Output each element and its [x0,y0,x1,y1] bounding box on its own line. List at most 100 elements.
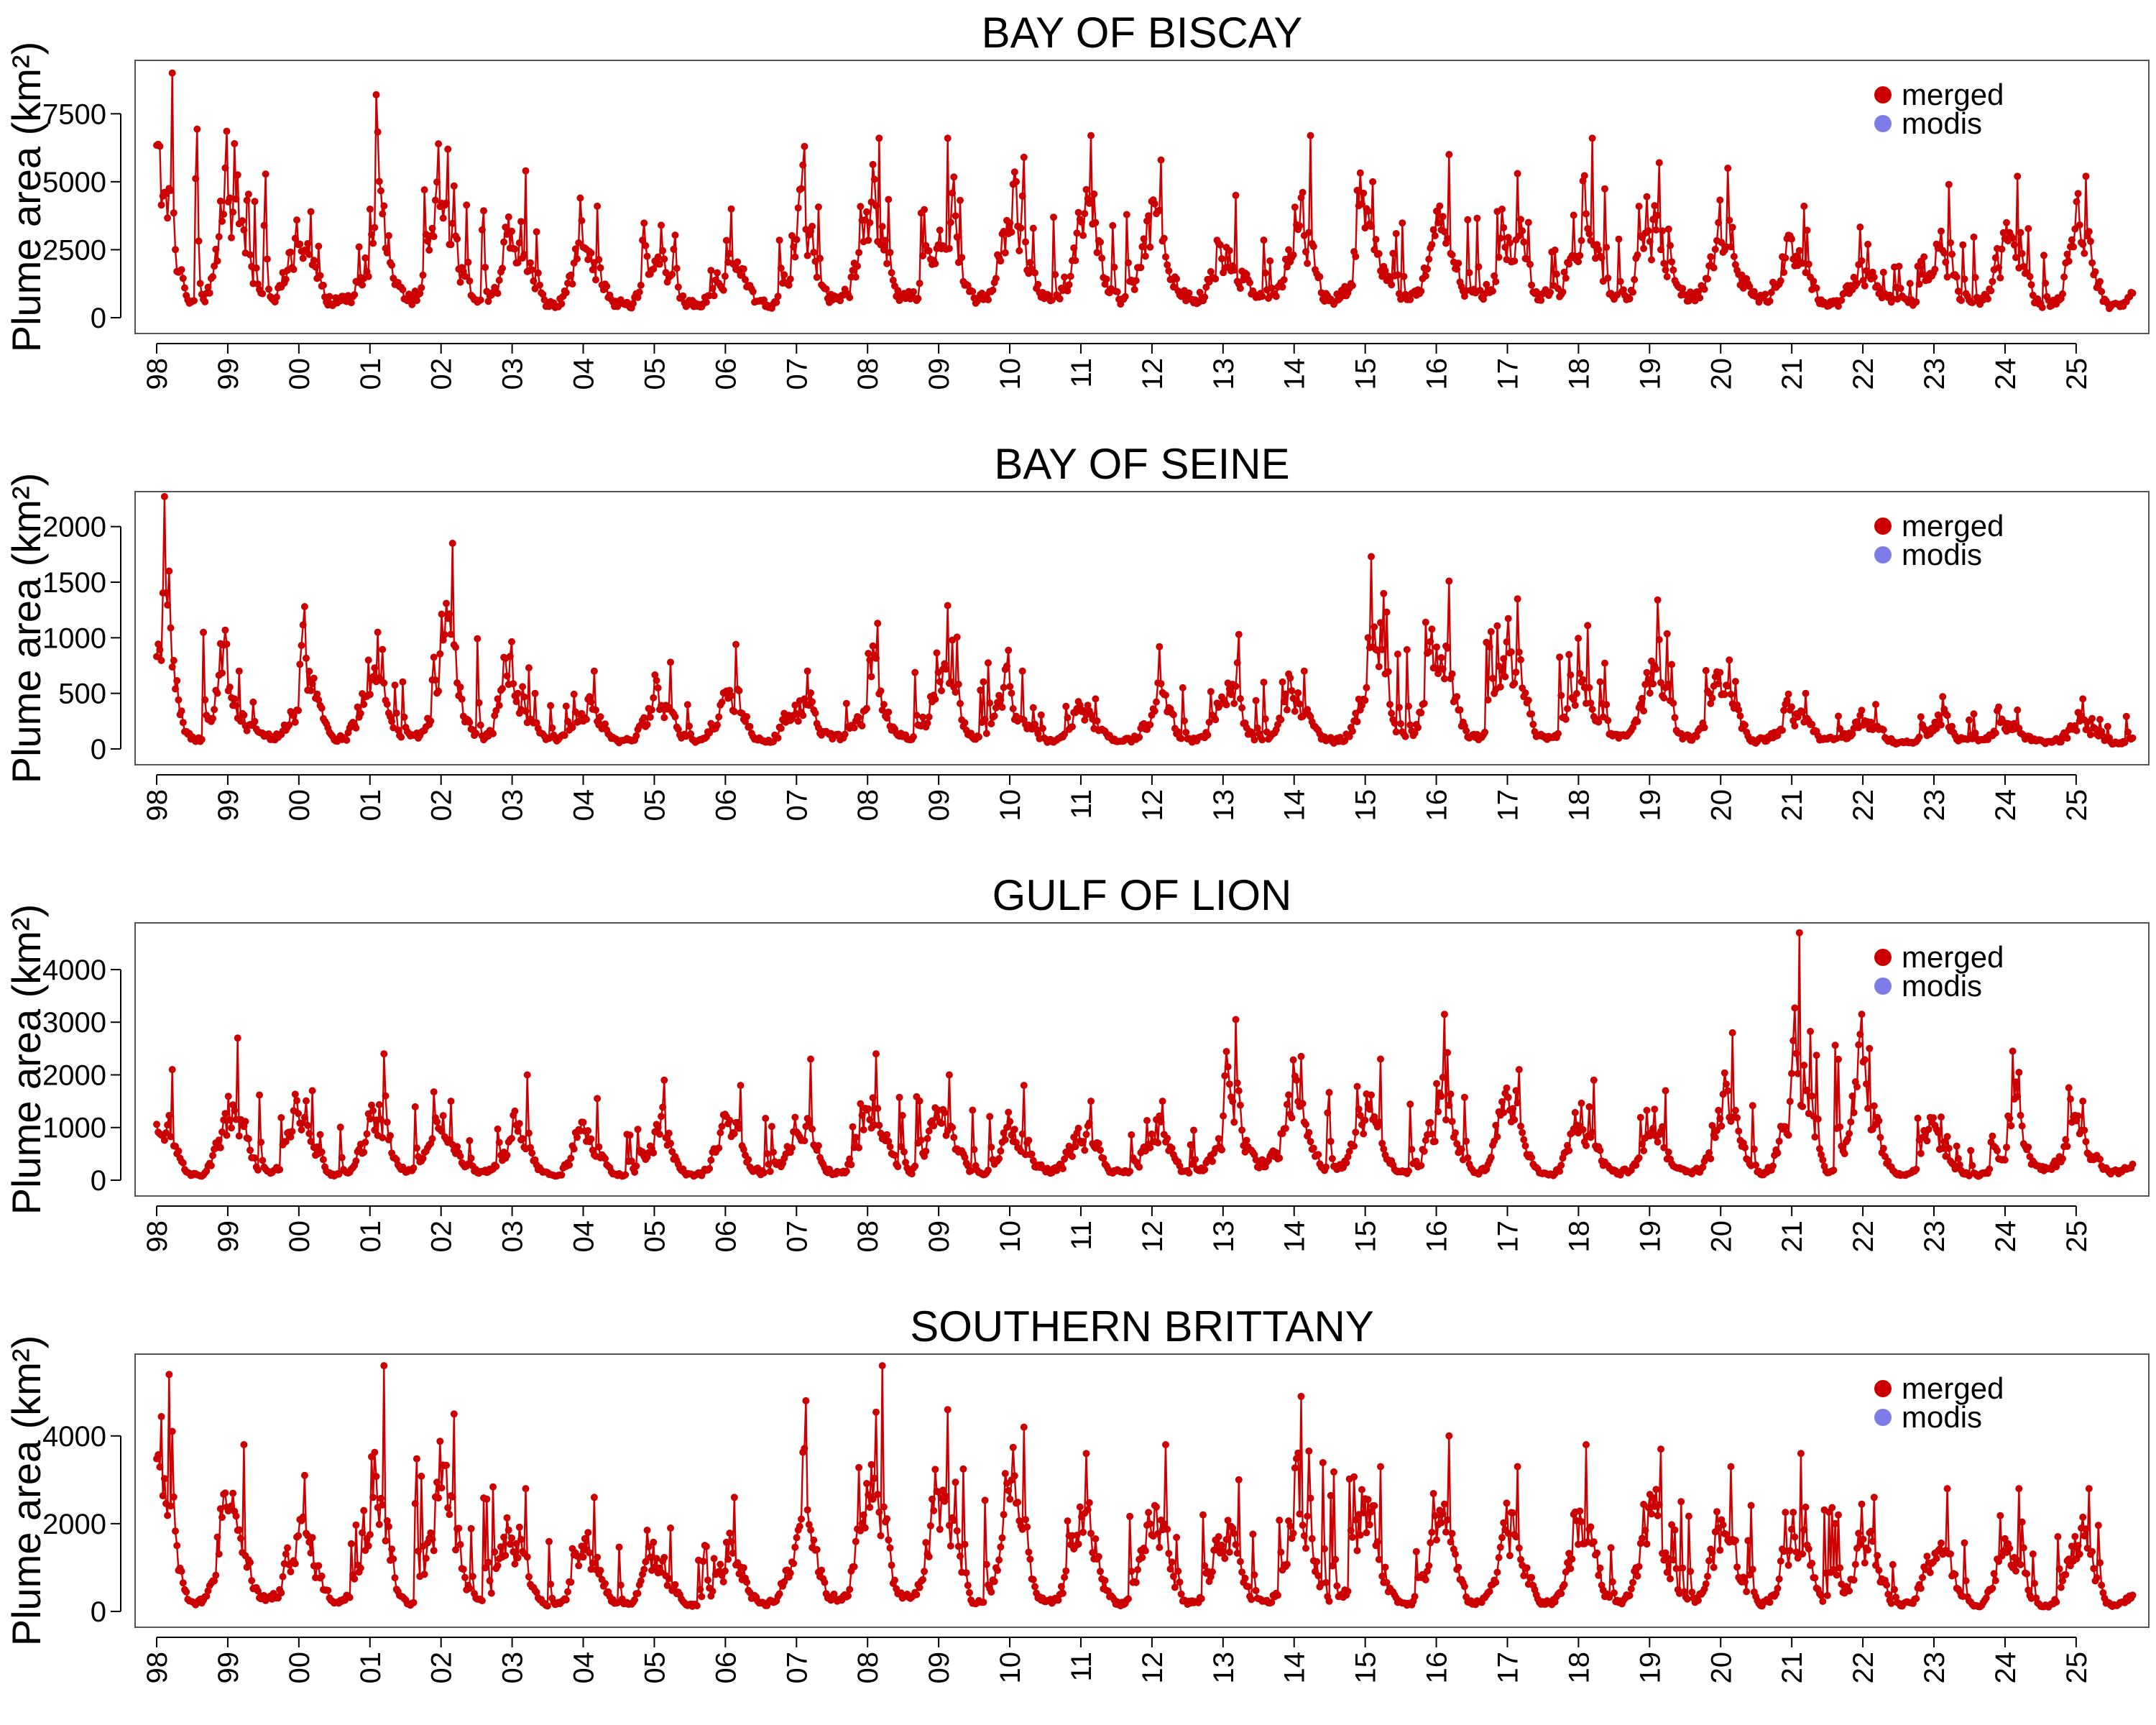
data-point-merged [698,1593,706,1601]
data-point-merged [167,1502,175,1510]
data-point-merged [1168,1144,1176,1152]
data-point-merged [954,681,962,688]
data-point-merged [749,288,757,295]
data-point-merged [602,1155,609,1162]
data-point-merged [495,702,503,709]
data-point-merged [310,257,318,264]
x-tick-label: 14 [1279,358,1311,390]
data-point-merged [699,1558,707,1565]
data-point-merged [1378,1573,1386,1580]
data-point-merged [1812,1052,1820,1059]
data-point-merged [1668,661,1676,668]
data-point-merged [981,715,989,723]
data-point-merged [1029,1156,1037,1164]
data-point-merged [291,234,299,242]
data-point-merged [1005,1108,1013,1116]
data-point-merged [165,1112,173,1119]
data-point-merged [742,276,749,284]
data-point-merged [392,709,400,717]
data-point-merged [1162,691,1169,699]
data-point-merged [2073,727,2081,735]
data-point-merged [514,1127,522,1135]
data-point-merged [1835,303,1842,310]
data-point-merged [354,703,361,711]
data-point-merged [1989,277,1996,285]
data-point-merged [388,717,396,725]
data-point-merged [1792,252,1800,260]
data-point-merged [1528,281,1536,289]
x-tick-label: 03 [497,789,529,822]
data-point-merged [248,1577,256,1585]
data-point-merged [1361,224,1369,232]
data-point-merged [1512,668,1520,676]
data-point-merged [1233,659,1241,667]
data-point-merged [240,711,248,719]
data-point-merged [231,695,239,703]
data-point-merged [418,284,425,292]
data-point-merged [1377,1463,1384,1471]
data-point-merged [2079,1098,2087,1105]
data-point-merged [794,204,802,212]
data-point-merged [1166,1565,1174,1573]
data-point-merged [1521,1142,1529,1150]
data-point-merged [486,1577,494,1585]
data-point-merged [247,1146,254,1154]
data-point-merged [774,293,782,300]
data-point-merged [307,208,315,216]
data-point-merged [1000,684,1008,691]
data-point-merged [709,1587,717,1595]
data-point-merged [156,646,164,653]
data-point-merged [1261,269,1269,277]
data-point-merged [435,140,443,148]
data-point-merged [428,1535,436,1543]
x-tick-label: 07 [781,789,813,822]
data-point-merged [1598,254,1606,262]
data-point-merged [1731,261,1739,269]
data-point-merged [1230,1118,1238,1126]
x-tick-label: 11 [1066,789,1097,819]
data-point-merged [2006,1115,2014,1123]
legend-marker-merged [1874,949,1892,966]
data-point-merged [502,1552,510,1559]
data-point-merged [1003,662,1010,670]
data-point-merged [1302,1121,1309,1128]
data-point-merged [379,1501,387,1509]
data-point-merged [1084,1506,1092,1514]
data-point-merged [523,1553,531,1561]
x-tick-label: 03 [497,358,529,390]
data-point-merged [506,1540,514,1548]
data-point-merged [1708,694,1716,702]
data-point-merged [998,704,1006,711]
data-point-merged [2073,198,2081,206]
data-point-merged [2027,281,2035,289]
data-point-merged [584,256,592,264]
data-point-merged [1356,1112,1364,1119]
legend-marker-modis [1874,115,1892,132]
data-point-merged [1433,643,1440,651]
data-point-merged [1816,1145,1823,1153]
data-point-merged [1097,1146,1104,1154]
data-point-merged [788,1144,796,1151]
data-point-merged [872,1408,880,1416]
data-point-merged [1500,1109,1508,1116]
data-point-merged [1504,615,1512,622]
data-point-merged [277,1589,285,1597]
data-point-merged [1560,268,1568,276]
data-point-merged [251,1154,259,1162]
data-point-merged [850,1563,858,1570]
x-tick-label: 01 [355,358,387,390]
data-point-merged [1500,1519,1508,1527]
x-tick-label: 19 [1634,1220,1666,1253]
data-point-merged [952,212,959,220]
data-point-merged [632,1162,640,1170]
data-point-merged [1433,1080,1440,1087]
data-point-merged [1095,1552,1102,1560]
x-tick-label: 25 [2061,789,2093,822]
data-point-merged [220,211,228,218]
data-point-merged [1496,234,1504,242]
data-point-merged [1777,277,1784,285]
data-point-merged [1222,1536,1230,1543]
x-tick-label: 05 [639,789,671,822]
data-point-merged [1005,1486,1013,1494]
data-point-merged [780,1578,788,1586]
